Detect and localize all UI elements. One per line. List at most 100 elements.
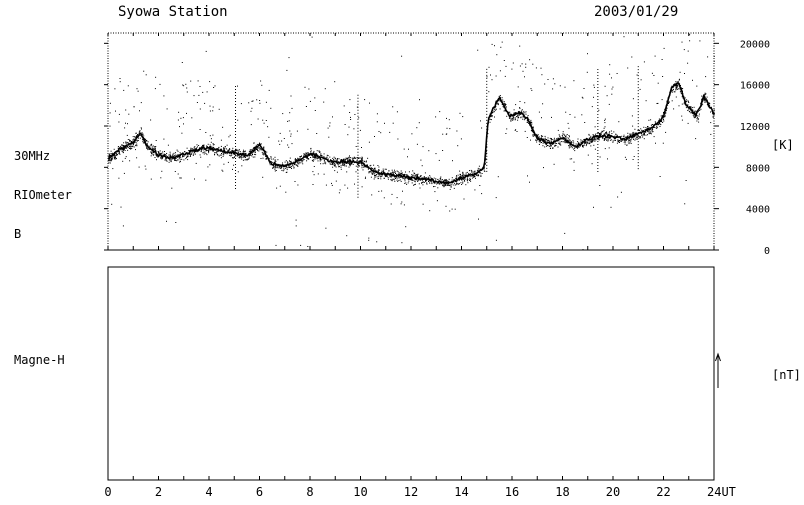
riometer-point bbox=[665, 131, 667, 133]
riometer-point bbox=[109, 153, 111, 155]
riometer-point bbox=[698, 115, 700, 117]
riometer-point bbox=[344, 184, 346, 186]
riometer-point bbox=[591, 141, 593, 142]
riometer-point bbox=[538, 136, 540, 138]
riometer-point bbox=[359, 162, 361, 164]
riometer-point bbox=[150, 151, 152, 153]
riometer-point bbox=[529, 121, 531, 123]
riometer-point bbox=[174, 159, 176, 161]
riometer-point bbox=[196, 102, 198, 103]
riometer-point bbox=[666, 100, 668, 102]
riometer-point bbox=[263, 147, 265, 149]
riometer-point bbox=[259, 102, 261, 104]
riometer-point bbox=[394, 178, 396, 179]
riometer-point bbox=[582, 249, 584, 251]
riometer-point bbox=[438, 159, 440, 161]
riometer-point bbox=[355, 157, 357, 159]
riometer-point bbox=[380, 178, 382, 180]
riometer-point bbox=[275, 170, 277, 171]
riometer-point bbox=[611, 93, 613, 95]
riometer-point bbox=[270, 157, 272, 159]
riometer-point bbox=[154, 157, 156, 158]
riometer-point bbox=[214, 154, 215, 156]
riometer-point bbox=[115, 154, 117, 156]
riometer-point bbox=[250, 154, 252, 156]
riometer-point bbox=[535, 67, 537, 69]
riometer-point bbox=[148, 148, 150, 150]
date-label: 2003/01/29 bbox=[594, 4, 679, 20]
riometer-point bbox=[604, 138, 605, 139]
riometer-point bbox=[283, 167, 285, 169]
riometer-point bbox=[151, 153, 152, 155]
riometer-point bbox=[619, 142, 620, 143]
time-axis-tick-label: 16 bbox=[505, 485, 519, 499]
riometer-point bbox=[495, 197, 497, 199]
riometer-point bbox=[545, 139, 547, 141]
riometer-point bbox=[352, 158, 354, 160]
riometer-point bbox=[648, 131, 650, 133]
riometer-point bbox=[183, 159, 185, 161]
riometer-point bbox=[691, 107, 693, 109]
riometer-point bbox=[231, 149, 233, 151]
riometer-point bbox=[546, 145, 548, 147]
riometer-point bbox=[610, 206, 612, 208]
riometer-point bbox=[227, 149, 229, 151]
riometer-point bbox=[713, 56, 715, 57]
riometer-point bbox=[156, 155, 158, 157]
riometer-point bbox=[240, 103, 242, 105]
riometer-point bbox=[209, 144, 211, 146]
riometer-point bbox=[348, 156, 350, 158]
riometer-point bbox=[206, 91, 208, 93]
riometer-point bbox=[159, 83, 161, 85]
riometer-point bbox=[332, 164, 334, 166]
riometer-point bbox=[347, 134, 349, 136]
riometer-point bbox=[704, 92, 706, 94]
riometer-point bbox=[543, 138, 545, 140]
riometer-point bbox=[297, 184, 299, 186]
riometer-point bbox=[628, 139, 630, 141]
riometer-point bbox=[344, 164, 346, 165]
riometer-point bbox=[658, 122, 660, 124]
riometer-point bbox=[552, 140, 554, 142]
riometer-point bbox=[365, 160, 367, 162]
riometer-point bbox=[310, 150, 312, 152]
riometer-point bbox=[643, 138, 645, 140]
riometer-point bbox=[334, 81, 336, 83]
riometer-point bbox=[547, 79, 549, 80]
riometer-point bbox=[212, 150, 214, 152]
riometer-point bbox=[110, 153, 112, 154]
riometer-point bbox=[354, 183, 355, 185]
riometer-point bbox=[534, 135, 536, 137]
riometer-point bbox=[683, 49, 685, 51]
riometer-point bbox=[340, 168, 342, 170]
riometer-point bbox=[295, 159, 297, 161]
riometer-point bbox=[676, 86, 678, 88]
riometer-point bbox=[620, 140, 622, 142]
riometer-point bbox=[346, 158, 348, 160]
riometer-point bbox=[275, 166, 277, 168]
riometer-point bbox=[125, 156, 127, 158]
riometer-point bbox=[313, 174, 315, 176]
riometer-point bbox=[372, 168, 374, 170]
riometer-point bbox=[361, 157, 363, 159]
riometer-point bbox=[253, 147, 255, 148]
riometer-point bbox=[675, 96, 677, 98]
riometer-point bbox=[582, 146, 583, 147]
riometer-point bbox=[416, 127, 418, 129]
riometer-point bbox=[471, 171, 473, 173]
riometer-point bbox=[583, 139, 585, 141]
riometer-point bbox=[308, 88, 310, 90]
riometer-point bbox=[352, 159, 354, 161]
riometer-point bbox=[681, 115, 683, 117]
riometer-point bbox=[663, 47, 665, 49]
riometer-point bbox=[558, 134, 560, 136]
riometer-point bbox=[582, 146, 584, 148]
riometer-point bbox=[183, 123, 184, 125]
riometer-point bbox=[429, 210, 431, 212]
riometer-point bbox=[450, 185, 452, 187]
riometer-point bbox=[296, 164, 298, 166]
riometer-point bbox=[635, 134, 637, 136]
riometer-point bbox=[687, 100, 689, 102]
riometer-y-tick-label: 12000 bbox=[740, 122, 770, 133]
riometer-point bbox=[514, 117, 516, 119]
